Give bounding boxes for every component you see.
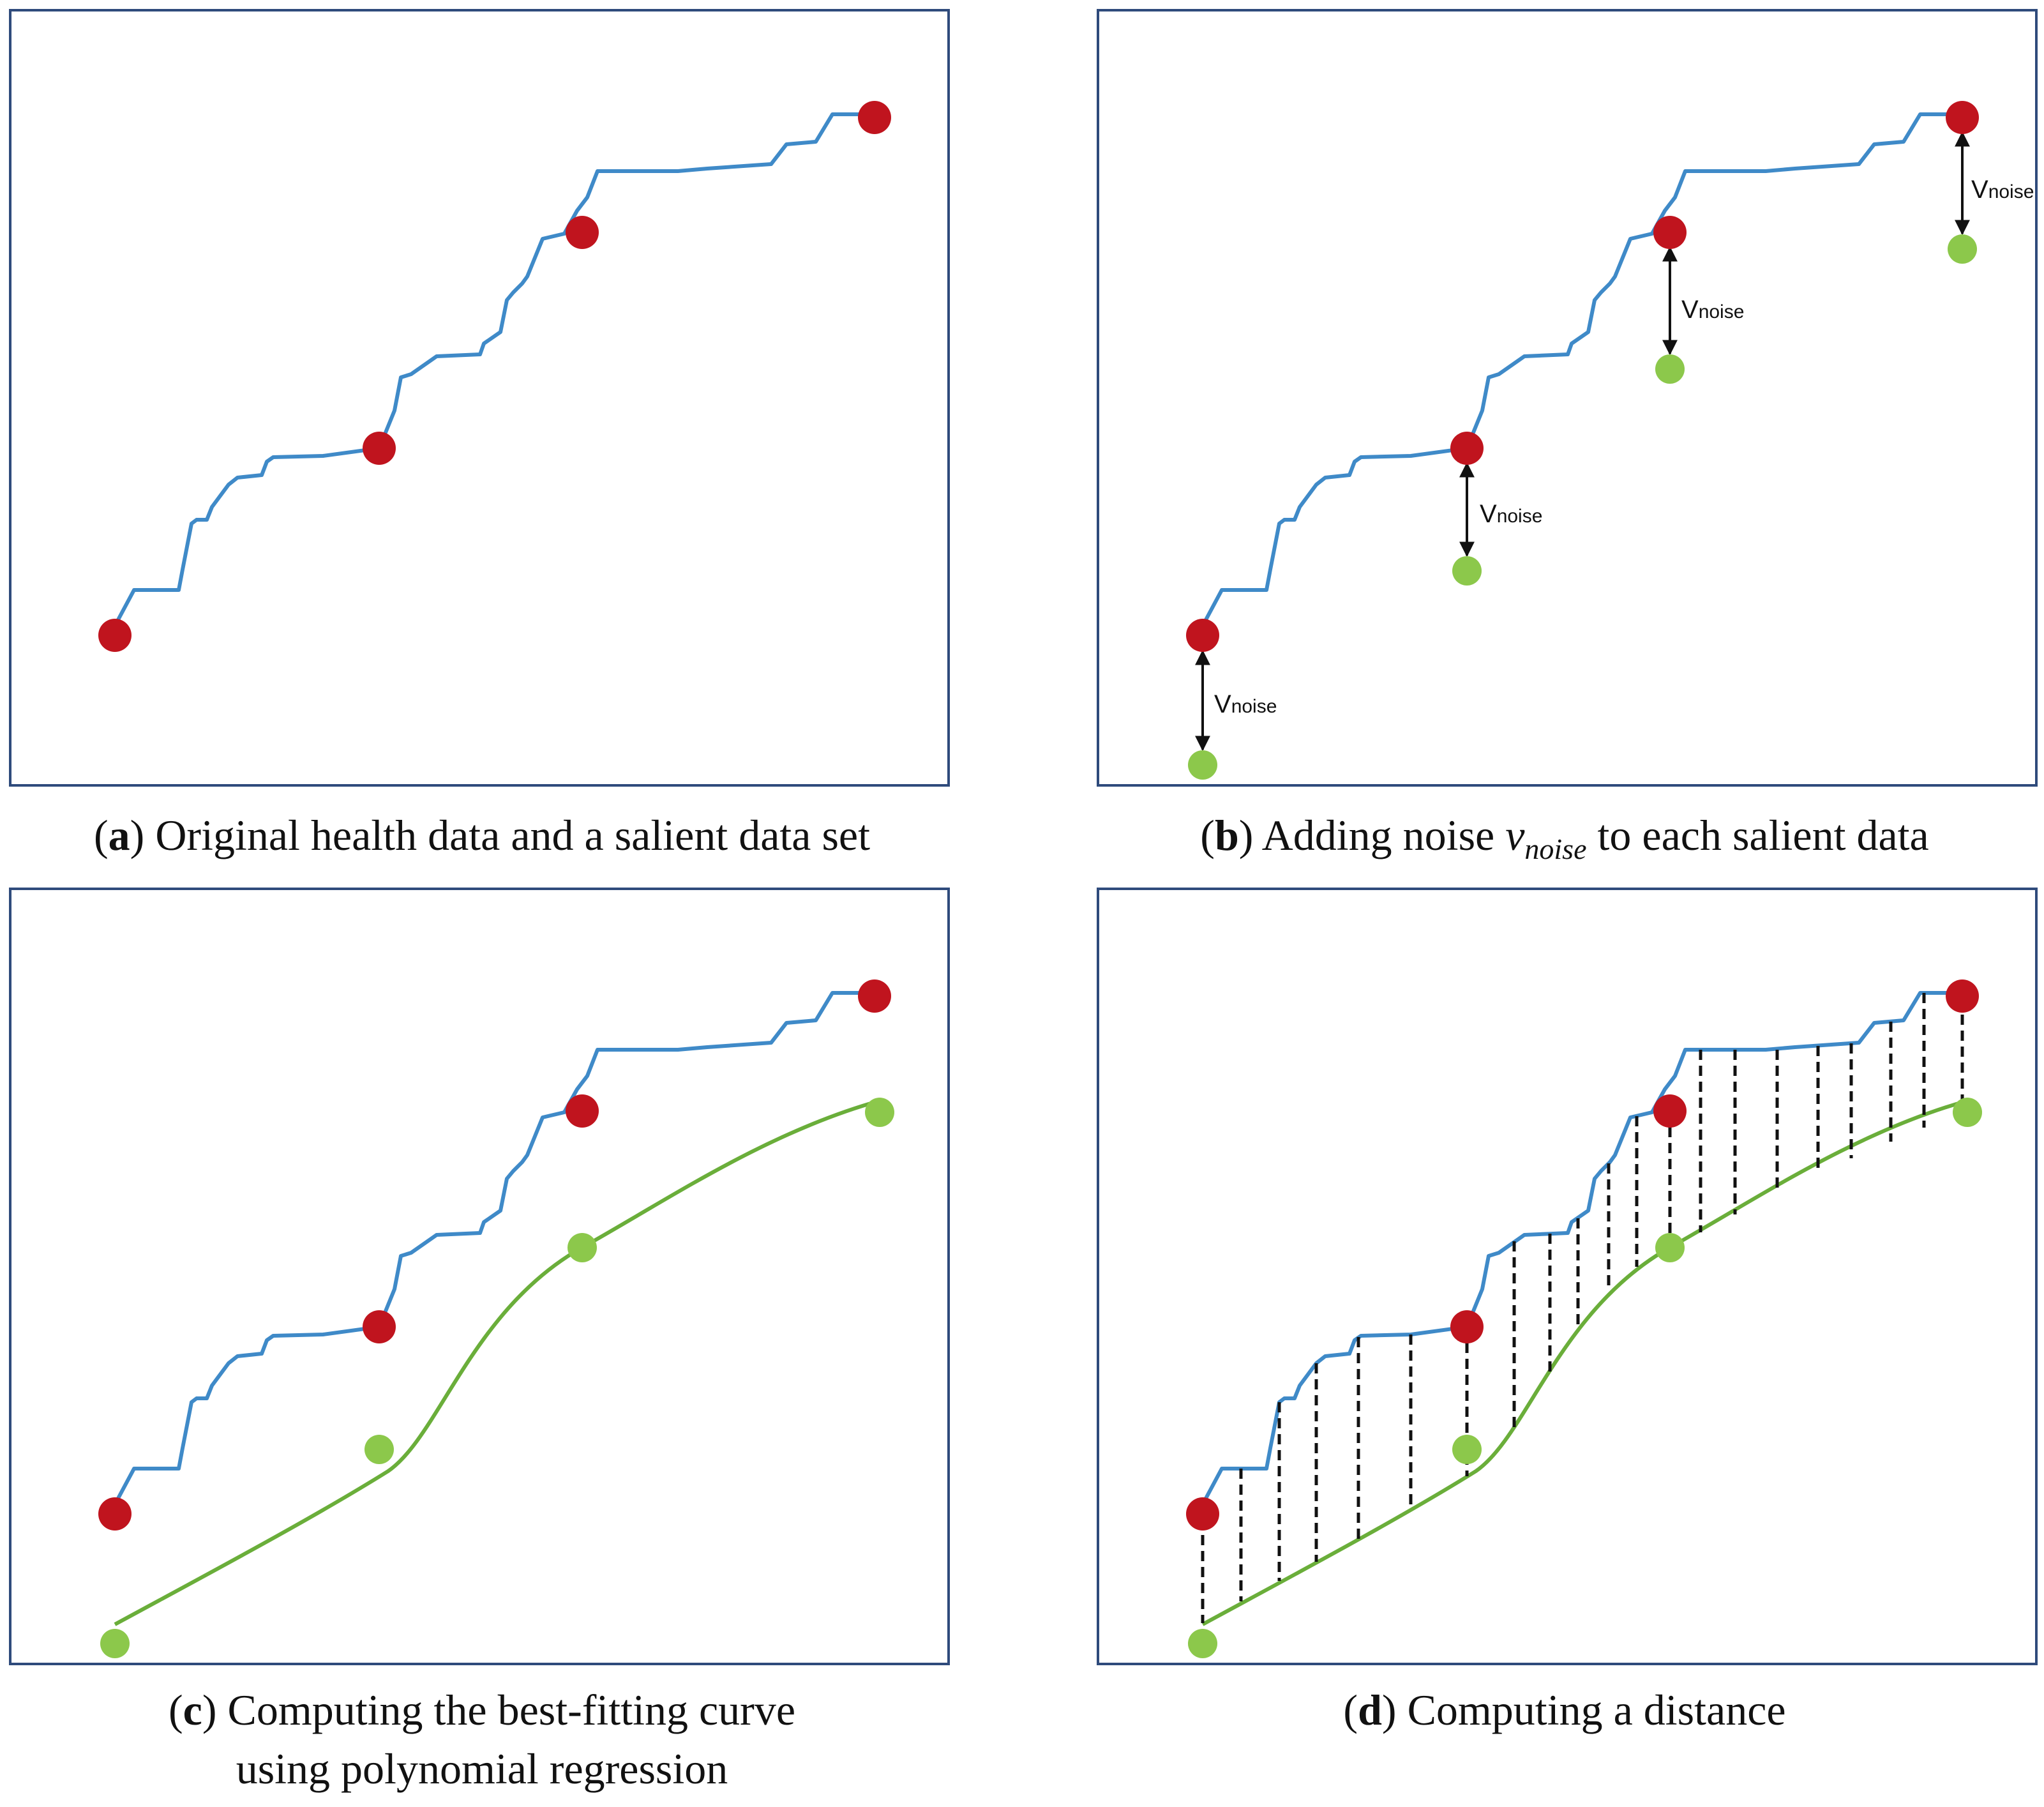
noise-label: Vnoise: [1681, 296, 1744, 324]
noisy-point: [1655, 354, 1685, 384]
noisy-point: [1948, 234, 1977, 264]
noisy-point: [1188, 1629, 1217, 1658]
noisy-point: [1452, 1435, 1482, 1464]
panel-b-plot: Vnoise Vnoise Vnoise Vnoise: [1186, 101, 2034, 780]
salient-point: [858, 101, 891, 134]
caption-d: (d) Computing a distance: [1343, 1686, 1786, 1734]
noise-label: Vnoise: [1214, 690, 1277, 718]
fit-curve: [114, 1099, 880, 1626]
fit-curve: [1201, 1099, 1968, 1626]
noisy-point: [1655, 1233, 1685, 1262]
salient-point: [566, 1094, 599, 1128]
noisy-point: [567, 1233, 597, 1262]
noise-label: Vnoise: [1971, 176, 2034, 204]
panel-b: Vnoise Vnoise Vnoise Vnoise: [1097, 9, 2038, 787]
panel-d-plot: [1186, 979, 1982, 1658]
panel-c-plot: [98, 979, 894, 1658]
noisy-point: [1452, 556, 1482, 586]
caption-b: (b) Adding noise vnoise to each salient …: [1200, 811, 1929, 865]
salient-point: [566, 216, 599, 249]
panel-c: [9, 888, 950, 1665]
noise-label: Vnoise: [1480, 500, 1542, 528]
noisy-point: [1188, 750, 1217, 780]
salient-point: [1946, 979, 1979, 1013]
noisy-point: [1953, 1098, 1982, 1127]
salient-point: [858, 979, 891, 1013]
salient-point: [1653, 1094, 1687, 1128]
noisy-point: [865, 1098, 894, 1127]
noisy-point: [100, 1629, 130, 1658]
salient-point: [363, 432, 396, 465]
salient-point: [363, 1310, 396, 1343]
health-data-line: [1201, 112, 1965, 627]
salient-point: [1946, 101, 1979, 134]
noisy-point: [364, 1435, 394, 1464]
salient-point: [1186, 1497, 1219, 1531]
caption-c: (c) Computing the best-fitting curve usin…: [168, 1686, 795, 1793]
health-data-line: [113, 112, 878, 627]
health-data-line: [1201, 991, 1965, 1506]
health-data-line: [113, 991, 878, 1506]
distance-lines: [1201, 993, 1964, 1623]
salient-point: [98, 619, 132, 652]
panel-a: [9, 9, 950, 787]
salient-point: [98, 1497, 132, 1531]
panel-d: [1097, 888, 2038, 1665]
salient-point: [1450, 1310, 1484, 1343]
salient-point: [1450, 432, 1484, 465]
panel-a-plot: [98, 101, 891, 652]
salient-point: [1653, 216, 1687, 249]
caption-a: (a) Original health data and a salient d…: [94, 811, 870, 859]
salient-point: [1186, 619, 1219, 652]
